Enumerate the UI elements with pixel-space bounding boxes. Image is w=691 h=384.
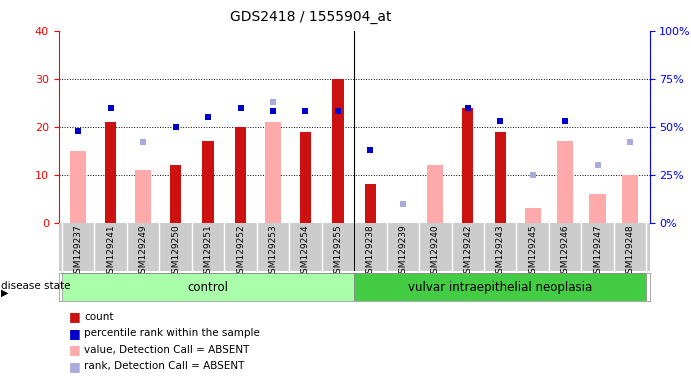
Text: GSM129246: GSM129246 [560,224,569,279]
Text: ■: ■ [69,343,81,356]
Bar [427,165,444,223]
Text: ■: ■ [69,310,81,323]
Text: GSM129254: GSM129254 [301,224,310,279]
Bar [235,127,246,223]
Bar [495,131,506,223]
Text: GSM129238: GSM129238 [366,224,375,279]
Bar [170,165,181,223]
Text: GSM129240: GSM129240 [430,224,439,279]
Bar [462,108,473,223]
Text: GSM129239: GSM129239 [398,224,407,279]
Text: GSM129249: GSM129249 [139,224,148,279]
Text: rank, Detection Call = ABSENT: rank, Detection Call = ABSENT [84,361,245,371]
Text: GSM129250: GSM129250 [171,224,180,279]
Bar [354,273,646,301]
Text: vulvar intraepithelial neoplasia: vulvar intraepithelial neoplasia [408,281,592,293]
Bar [300,131,311,223]
Text: GSM129237: GSM129237 [74,224,83,279]
Text: GSM129251: GSM129251 [204,224,213,279]
Bar [70,151,86,223]
Text: GSM129253: GSM129253 [269,224,278,279]
Text: control: control [187,281,229,293]
Text: GSM129247: GSM129247 [593,224,602,279]
Text: GSM129252: GSM129252 [236,224,245,279]
Text: percentile rank within the sample: percentile rank within the sample [84,328,261,338]
Text: value, Detection Call = ABSENT: value, Detection Call = ABSENT [84,345,249,355]
Bar [332,79,343,223]
Bar [62,273,354,301]
Bar [524,208,541,223]
Bar [622,175,638,223]
Text: GSM129243: GSM129243 [495,224,504,279]
Bar [557,141,574,223]
Text: ■: ■ [69,360,81,373]
Bar [589,194,606,223]
Bar [135,170,151,223]
Text: GSM129248: GSM129248 [625,224,634,279]
Text: GSM129245: GSM129245 [528,224,537,279]
Bar [202,141,214,223]
Bar [265,122,281,223]
Text: ▶: ▶ [1,288,9,298]
Text: GDS2418 / 1555904_at: GDS2418 / 1555904_at [230,10,392,23]
Text: ■: ■ [69,327,81,340]
Text: GSM129241: GSM129241 [106,224,115,279]
Text: GSM129255: GSM129255 [333,224,343,279]
Text: GSM129242: GSM129242 [463,224,472,279]
Text: count: count [84,312,114,322]
Text: disease state: disease state [1,281,71,291]
Bar [105,122,116,223]
Bar [365,184,376,223]
